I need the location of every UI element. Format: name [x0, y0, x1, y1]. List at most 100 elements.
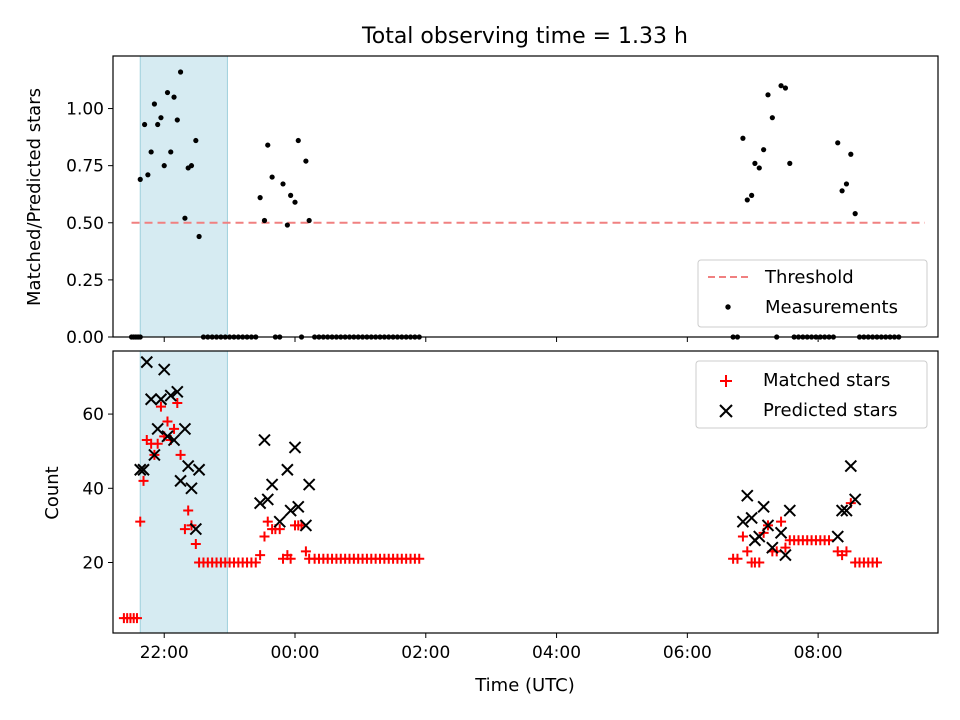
predicted-star-point	[774, 526, 788, 540]
measurement-point	[158, 115, 164, 121]
predicted-star-point	[299, 519, 313, 532]
measurement-point	[303, 158, 309, 164]
y-tick-label: 1.00	[66, 100, 104, 120]
predicted-star-point	[185, 482, 198, 495]
predicted-star-point	[292, 500, 305, 514]
measurement-point	[778, 83, 784, 89]
measurement-point	[145, 172, 151, 178]
x-tick-label: 22:00	[140, 643, 189, 663]
predicted-star-point	[178, 422, 192, 436]
highlight-span	[139, 350, 228, 634]
measurement-point	[269, 174, 275, 180]
predicted-star-point	[137, 463, 150, 476]
top-legend: Threshold Measurements	[697, 259, 928, 328]
bottom-legend: Matched stars Predicted stars	[695, 360, 928, 429]
measurement-point	[265, 142, 271, 148]
x-tick-label: 00:00	[271, 643, 320, 663]
measurement-point	[151, 101, 158, 107]
predicted-star-point	[154, 393, 168, 406]
measurement-point	[137, 176, 143, 182]
measurement-point	[782, 85, 789, 91]
measurement-point	[765, 92, 771, 98]
measurement-point	[295, 137, 301, 144]
predicted-star-point	[144, 393, 158, 406]
measurement-point	[174, 117, 180, 123]
y-tick-label: 0.75	[66, 157, 104, 177]
predicted-star-point	[281, 463, 294, 476]
matched-star-point	[732, 553, 743, 564]
measurement-point	[142, 121, 148, 128]
matched-star-point	[262, 516, 273, 527]
matched-star-point	[776, 516, 787, 527]
measurement-point	[193, 137, 199, 144]
matched-star-point	[259, 531, 270, 542]
matched-star-point	[162, 416, 173, 427]
predicted-star-point	[741, 489, 754, 502]
matched-legend-label: Matched stars	[763, 370, 890, 391]
highlight-band	[139, 350, 228, 634]
highlight-band	[139, 55, 228, 338]
predicted-star-point	[253, 496, 267, 510]
matched-star-point	[414, 553, 425, 564]
y-tick-label: 0.00	[66, 328, 104, 348]
predicted-star-point	[174, 474, 187, 488]
chart-title: Total observing time = 1.33 h	[361, 24, 688, 49]
matched-star-point	[169, 423, 180, 434]
matched-star-point	[152, 438, 163, 449]
matched-star-point	[135, 516, 146, 527]
matched-star-point	[824, 535, 835, 546]
bottom-y-axis-label: Count	[42, 466, 63, 519]
top-x-ticks	[163, 337, 819, 342]
bottom-axes-frame	[112, 350, 939, 634]
bottom-x-ticks: 22:00 00:00 02:00 04:00 06:00 08:00	[140, 633, 843, 663]
top-legend-box	[697, 259, 928, 328]
y-tick-label: 20	[82, 554, 104, 574]
matched-star-point	[754, 557, 765, 568]
matched-star-point	[871, 557, 882, 568]
measurement-point	[188, 163, 195, 169]
measurement-point	[261, 217, 268, 224]
matched-star-point	[841, 546, 852, 557]
measurement-point	[148, 149, 154, 155]
measurement-point	[787, 160, 793, 166]
matched-star-point	[285, 553, 296, 564]
predicted-star-point	[273, 515, 286, 528]
predicted-star-point	[261, 493, 274, 506]
predicted-star-point	[171, 385, 184, 399]
measurement-point	[164, 89, 171, 96]
predicted-legend-label: Predicted stars	[763, 400, 897, 421]
matched-star-point	[183, 505, 194, 516]
predicted-star-point	[844, 459, 858, 473]
matched-star-point	[172, 397, 183, 408]
highlight-span	[139, 55, 228, 338]
predicted-legend-marker	[719, 404, 733, 418]
measurement-point	[744, 197, 750, 203]
predicted-stars-series	[134, 355, 862, 562]
bottom-legend-box	[695, 360, 928, 429]
measurement-point	[177, 69, 184, 75]
measurement-point	[292, 199, 298, 205]
measurement-point	[839, 188, 845, 194]
y-tick-label: 0.25	[66, 271, 104, 291]
predicted-star-point	[761, 519, 775, 532]
predicted-star-point	[161, 430, 174, 443]
matched-star-point	[737, 531, 748, 542]
measurements-legend-label: Measurements	[765, 297, 898, 318]
predicted-star-point	[779, 548, 792, 562]
measurement-point	[740, 135, 746, 141]
predicted-star-point	[840, 504, 853, 517]
bottom-panel: 20 40 60 22:00 00:00 02:00 04:00 06:00 08:00 Co…	[42, 350, 939, 696]
matched-star-point	[138, 475, 149, 486]
predicted-star-point	[766, 541, 779, 554]
predicted-star-point	[189, 522, 203, 536]
matched-star-point	[250, 557, 261, 568]
predicted-star-point	[848, 493, 862, 506]
predicted-star-point	[151, 422, 164, 436]
measurement-point	[843, 181, 850, 187]
predicted-star-point	[164, 389, 177, 402]
matched-star-point	[155, 401, 166, 412]
measurement-point	[752, 160, 758, 166]
bottom-y-ticks: 20 40 60	[82, 405, 113, 574]
matched-star-point	[742, 546, 753, 557]
top-y-axis-label: Matched/Predicted stars	[24, 88, 45, 306]
